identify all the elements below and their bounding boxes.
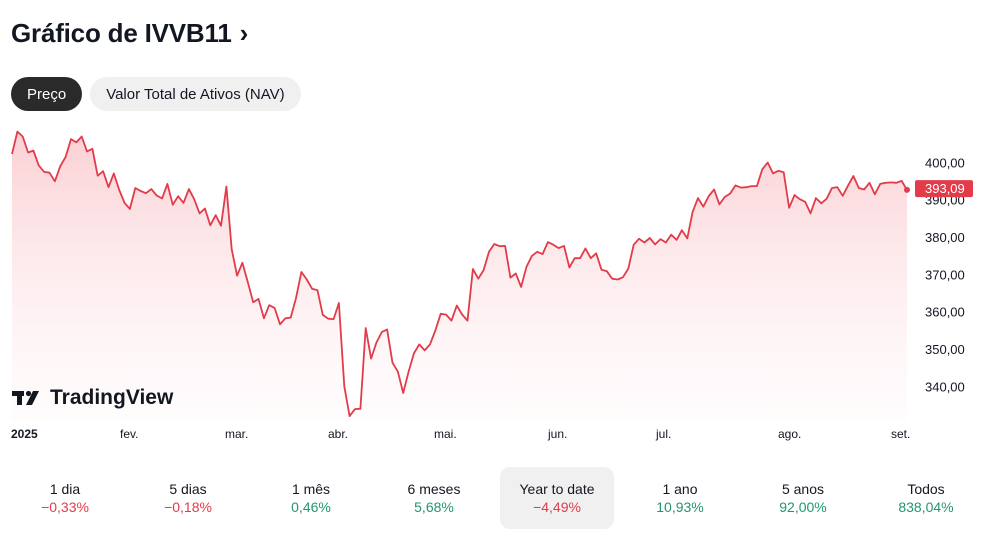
- x-tick-label: 2025: [11, 427, 38, 441]
- tradingview-logo-icon: [12, 390, 39, 405]
- period-1-month[interactable]: 1 mês 0,46%: [254, 467, 368, 529]
- period-5-days[interactable]: 5 dias −0,18%: [131, 467, 245, 529]
- y-tick-label: 400,00: [925, 155, 965, 170]
- last-value-marker: 393,09: [904, 180, 973, 198]
- tab-price-label: Preço: [27, 85, 67, 103]
- page-title[interactable]: Gráfico de IVVB11 ›: [11, 18, 248, 49]
- x-axis: 2025 fev. mar. abr. mai. jun. jul. ago. set.: [11, 427, 910, 441]
- tab-price[interactable]: Preço: [11, 77, 83, 111]
- price-line: [11, 130, 908, 417]
- price-chart[interactable]: 400,00390,00380,00370,00360,00350,00340,…: [0, 120, 991, 450]
- x-tick-label: set.: [891, 427, 910, 441]
- y-tick-label: 380,00: [925, 230, 965, 245]
- period-change: 5,68%: [414, 499, 454, 515]
- period-label: 5 anos: [781, 481, 825, 497]
- y-tick-label: 340,00: [925, 379, 965, 394]
- page-title-text: Gráfico de IVVB11: [11, 18, 232, 48]
- period-5-years[interactable]: 5 anos 92,00%: [746, 467, 860, 529]
- tab-nav[interactable]: Valor Total de Ativos (NAV): [90, 77, 301, 111]
- chevron-right-icon: ›: [239, 18, 249, 48]
- period-year-to-date[interactable]: Year to date −4,49%: [500, 467, 614, 529]
- x-tick-label: mar.: [225, 427, 248, 441]
- price-area: [12, 131, 907, 420]
- chart-mode-tabs: Preço Valor Total de Ativos (NAV): [11, 77, 301, 111]
- x-tick-label: fev.: [120, 427, 138, 441]
- period-1-year[interactable]: 1 ano 10,93%: [623, 467, 737, 529]
- y-tick-label: 360,00: [925, 305, 965, 320]
- chart-area-layer: [12, 131, 907, 420]
- x-tick-label: jun.: [547, 427, 567, 441]
- tradingview-logo[interactable]: TradingView: [12, 386, 173, 410]
- y-axis: 400,00390,00380,00370,00360,00350,00340,…: [925, 155, 965, 394]
- last-value-badge: [915, 180, 973, 198]
- tab-nav-label: Valor Total de Ativos (NAV): [106, 85, 285, 103]
- period-label: 5 dias: [169, 481, 207, 497]
- y-tick-label: 370,00: [925, 267, 965, 282]
- period-label: 6 meses: [407, 481, 461, 497]
- period-change: 92,00%: [779, 499, 827, 515]
- period-label: Todos: [907, 481, 945, 497]
- period-all[interactable]: Todos 838,04%: [869, 467, 983, 529]
- period-label: 1 ano: [662, 481, 698, 497]
- y-tick-label: 350,00: [925, 342, 965, 357]
- period-change: −0,18%: [164, 499, 212, 515]
- period-label: 1 mês: [291, 481, 331, 497]
- x-tick-label: abr.: [328, 427, 348, 441]
- period-label: Year to date: [519, 481, 595, 497]
- period-1-day[interactable]: 1 dia −0,33%: [8, 467, 122, 529]
- tradingview-logo-text: TradingView: [50, 386, 174, 409]
- period-change: 838,04%: [898, 499, 954, 515]
- x-tick-label: jul.: [655, 427, 671, 441]
- period-change: 0,46%: [291, 499, 331, 515]
- last-value-label: 393,09: [925, 181, 965, 196]
- chart-line-layer: [11, 130, 908, 417]
- period-selector: 1 dia −0,33% 5 dias −0,18% 1 mês 0,46% 6…: [8, 467, 983, 529]
- period-change: 10,93%: [656, 499, 704, 515]
- period-6-months[interactable]: 6 meses 5,68%: [377, 467, 491, 529]
- last-point: [904, 186, 910, 193]
- period-label: 1 dia: [49, 481, 81, 497]
- x-tick-label: mai.: [434, 427, 457, 441]
- period-change: −4,49%: [533, 499, 581, 515]
- period-change: −0,33%: [41, 499, 89, 515]
- x-tick-label: ago.: [778, 427, 801, 441]
